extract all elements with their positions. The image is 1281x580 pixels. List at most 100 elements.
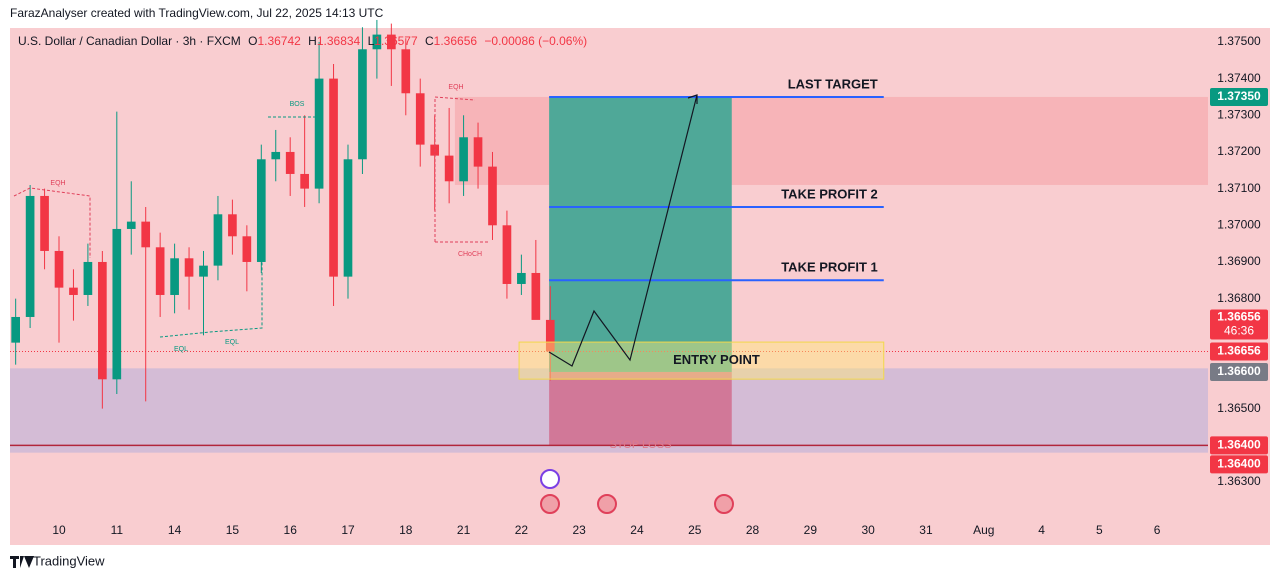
stop-loss-label: STOP LOSS (609, 439, 671, 451)
entry-box (518, 341, 885, 380)
x-tick-label: 14 (168, 523, 182, 537)
candle-body (358, 49, 367, 160)
annotation: EQH (448, 84, 463, 91)
price-badge-label: 1.37350 (1217, 89, 1261, 103)
y-tick-label: 1.37400 (1217, 71, 1261, 85)
candle-body (329, 78, 338, 277)
structure-lines (13, 96, 490, 338)
price-badge (1210, 362, 1268, 381)
event-icon[interactable] (714, 494, 734, 514)
price-badge-label: 1.36656 (1217, 344, 1261, 358)
candle-body (502, 225, 512, 284)
y-tick-label: 1.37300 (1217, 107, 1261, 121)
candle-body (444, 155, 454, 182)
candle-body (126, 221, 136, 229)
candle-body (256, 159, 266, 262)
plot: STOP LOSS LAST TARGET TAKE PROFIT 2 TAKE PR… (10, 19, 1268, 537)
x-tick-label: 28 (746, 523, 760, 537)
legend-value: 1.36656 (434, 34, 478, 48)
x-tick-label: 5 (1096, 523, 1103, 537)
candle-body (459, 137, 468, 182)
y-tick-label: 1.37200 (1217, 144, 1261, 158)
level-label: LAST TARGET (788, 76, 878, 91)
x-tick-label: 24 (630, 523, 644, 537)
candle-body (228, 214, 237, 237)
legend-key: H (308, 34, 317, 48)
x-tick-label: 17 (341, 523, 355, 537)
price-badge-label: 1.36400 (1217, 456, 1261, 470)
event-icon[interactable] (540, 469, 560, 489)
candle-body (83, 261, 93, 295)
profit-zone (549, 96, 732, 372)
loss-zone (549, 371, 732, 446)
candle-body (112, 228, 122, 380)
price-badge (1210, 436, 1268, 455)
candle-body (98, 261, 107, 380)
x-tick-label: 30 (861, 523, 875, 537)
y-tick-label: 1.36800 (1217, 291, 1261, 305)
price-badge (1210, 309, 1268, 340)
level-label: TAKE PROFIT 2 (781, 186, 878, 201)
y-tick-label: 1.36900 (1217, 254, 1261, 268)
logo (10, 556, 34, 568)
candle-body (184, 258, 194, 277)
legend-value: 1.36742 (257, 34, 301, 48)
event-icon[interactable] (540, 494, 560, 514)
x-tick-label: 18 (399, 523, 413, 537)
x-tick-label: 21 (457, 523, 471, 537)
header: FarazAnalyser created with TradingView.c… (10, 6, 384, 20)
price-badge (1210, 455, 1268, 474)
legend-key: C (425, 34, 434, 48)
x-tick-label: 31 (919, 523, 933, 537)
legend-change: −0.00086 (−0.06%) (484, 34, 587, 48)
footer: TradingView (33, 553, 105, 568)
annotation: EQL (225, 339, 239, 346)
event-icon[interactable] (597, 494, 617, 514)
candle-body (387, 34, 396, 50)
arrow-head (687, 94, 698, 104)
candle-body (343, 159, 353, 277)
x-tick-label: 6 (1154, 523, 1161, 537)
price-badge-label: 1.36400 (1217, 437, 1261, 451)
candle-body (372, 34, 382, 50)
price-badge-label: 1.36656 (1217, 310, 1261, 324)
candle-body (415, 93, 425, 145)
x-tick-label: Aug (973, 523, 994, 537)
candle-body (170, 258, 179, 295)
eql-line (159, 220, 263, 338)
candle-body (54, 250, 64, 288)
candle-body (141, 221, 151, 248)
candle-body (40, 195, 49, 251)
price-badge (1210, 342, 1268, 361)
candle-body (517, 272, 526, 284)
candle-body (242, 236, 252, 262)
annotation: EQL (174, 346, 188, 353)
x-tick-label: 22 (515, 523, 529, 537)
x-tick-label: 4 (1038, 523, 1045, 537)
y-tick-label: 1.37500 (1217, 34, 1261, 48)
projection-path (548, 94, 698, 367)
x-tick-label: 23 (572, 523, 586, 537)
candle-body (473, 137, 483, 167)
x-tick-label: 10 (52, 523, 66, 537)
candle-body (11, 316, 20, 343)
candle-body (271, 151, 281, 160)
countdown: 46:36 (1224, 324, 1254, 338)
candle-body (488, 166, 497, 226)
entry-label: ENTRY POINT (673, 352, 760, 367)
y-tick-label: 1.36300 (1217, 474, 1261, 488)
candle-body (314, 78, 324, 189)
candle-body (155, 247, 165, 295)
legend-key: L (368, 34, 375, 48)
legend-value: 1.36834 (317, 34, 361, 48)
event-icons (540, 469, 734, 514)
candle-body (199, 265, 208, 277)
x-tick-label: 25 (688, 523, 702, 537)
annotation: BOS (290, 101, 305, 108)
annotation: EQH (50, 180, 65, 187)
x-tick-label: 11 (111, 523, 124, 537)
y-tick-label: 1.36500 (1217, 401, 1261, 415)
candle-body (69, 287, 78, 295)
candle-body (213, 214, 223, 266)
y-tick-label: 1.37100 (1217, 181, 1261, 195)
